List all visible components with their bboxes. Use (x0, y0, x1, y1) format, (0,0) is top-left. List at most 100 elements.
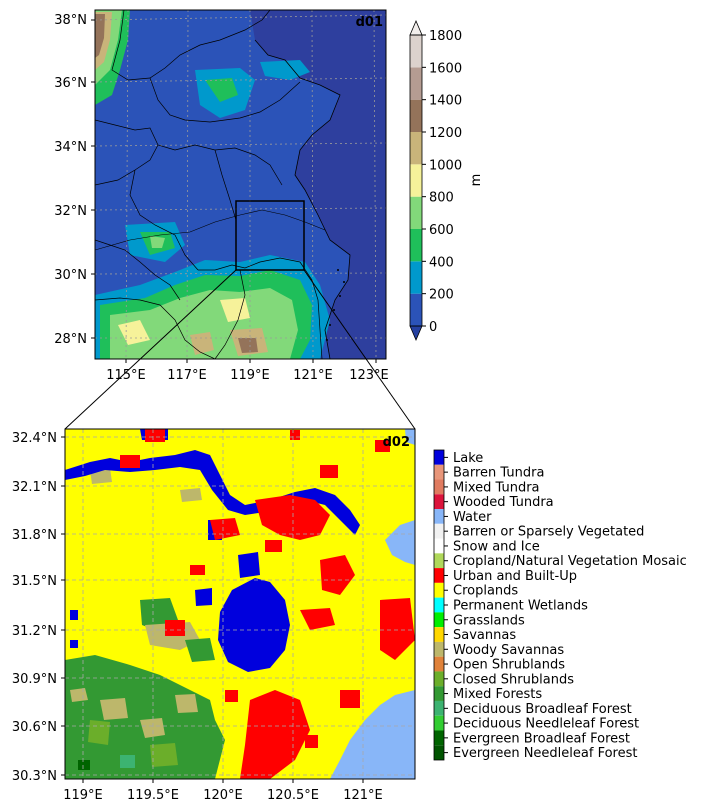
legend-swatch (434, 656, 444, 672)
d02-lon-tick: 119.5°E (127, 788, 179, 803)
d01-river (95, 209, 326, 251)
zoom-connectors (64, 269, 416, 430)
d01-lat-tick: 28°N (54, 332, 87, 347)
d01-lon-tick: 121°E (293, 368, 333, 383)
d01-lat-tick: 34°N (54, 140, 87, 155)
d02-lat-tick: 30.6°N (12, 720, 57, 735)
colorbar-segment (410, 164, 422, 197)
legend-swatch (434, 553, 444, 569)
colorbar-segment (410, 35, 422, 68)
legend-swatch (434, 538, 444, 554)
colorbar-frame (409, 34, 423, 327)
legend-swatch (434, 450, 444, 465)
elevation-colorbar: 0 200 400 600 800 1000 1200 1400 1600 1800 m (409, 19, 484, 342)
d02-label: d02 (383, 435, 410, 450)
d02-lat-tick: 31.2°N (12, 624, 57, 639)
d01-coastline (254, 39, 351, 359)
d02-lon-tick: 120°E (203, 788, 243, 803)
d02-gridlines (65, 429, 415, 779)
d02-lat-tick: 32.4°N (12, 431, 57, 446)
d01-frame (94, 9, 387, 360)
legend-swatch (434, 700, 444, 716)
legend-swatch (434, 715, 444, 731)
legend-frame (433, 449, 445, 761)
d01-lon-tick: 123°E (349, 368, 389, 383)
d02-lon-labels: 119°E 119.5°E 120°E 120.5°E 121°E (63, 788, 383, 803)
legend-label: Barren Tundra (453, 466, 544, 481)
d02-lon-tick: 121°E (343, 788, 383, 803)
colorbar-tick-label: 600 (429, 223, 454, 238)
d01-lon-tick: 117°E (167, 368, 207, 383)
d02-lat-tick: 30.3°N (12, 769, 57, 784)
legend-swatch (434, 568, 444, 583)
legend-label: Lake (453, 451, 483, 466)
d02-lake-taihu (218, 578, 290, 672)
colorbar-tick-label: 1400 (429, 94, 462, 109)
colorbar-tick-label: 0 (429, 320, 437, 335)
d01-province-borders (95, 10, 323, 359)
legend-swatch (434, 464, 444, 480)
d01-lat-tick: 32°N (54, 204, 87, 219)
legend-label: Evergreen Needleleaf Forest (453, 746, 637, 761)
d02-frame (64, 428, 416, 780)
d01-lat-tick: 36°N (54, 76, 87, 91)
colorbar-segment (410, 229, 422, 262)
legend-swatch (434, 671, 444, 687)
legend-label: Permanent Wetlands (453, 599, 588, 614)
d02-lat-tick: 31.8°N (12, 528, 57, 543)
d02-lat-tick: 32.1°N (12, 480, 57, 495)
colorbar-tick-label: 1000 (429, 158, 462, 173)
colorbar-tick-label: 1600 (429, 61, 462, 76)
d01-lat-tick: 30°N (54, 268, 87, 283)
legend-label: Barren or Sparsely Vegetated (453, 525, 644, 540)
legend-swatch (434, 641, 444, 657)
legend-label: Wooded Tundra (453, 495, 554, 510)
colorbar-segments (409, 19, 423, 342)
d02-forest (65, 655, 225, 779)
legend-swatch (434, 509, 444, 524)
colorbar-tick-label: 1200 (429, 126, 462, 141)
d01-lat-tick: 38°N (54, 13, 87, 28)
legend-swatch (434, 523, 444, 539)
colorbar-tick-label: 200 (429, 288, 454, 303)
legend-label: Croplands (453, 584, 518, 599)
legend-label: Mixed Tundra (453, 480, 540, 495)
colorbar-segment (410, 261, 422, 294)
legend-label: Woody Savannas (453, 643, 564, 658)
colorbar-segment (410, 99, 422, 132)
legend-swatch (434, 479, 444, 495)
d02-lat-tick: 30.9°N (12, 672, 57, 687)
d02-water (385, 520, 415, 565)
legend-label: Urban and Built-Up (453, 569, 577, 584)
legend-label: Grasslands (453, 613, 525, 628)
d01-label: d01 (356, 15, 383, 30)
legend-swatch (434, 582, 444, 598)
d01-sea (250, 10, 386, 359)
legend-label: Snow and Ice (453, 539, 540, 554)
legend-label: Mixed Forests (453, 687, 542, 702)
legend-swatch (434, 745, 444, 760)
d01-map: d01 38°N 36°N 34°N 32°N 30°N 28°N 115°E … (54, 9, 389, 383)
colorbar-tick-label: 1800 (429, 29, 462, 44)
colorbar-ticks: 0 200 400 600 800 1000 1200 1400 1600 1800 (422, 29, 462, 335)
legend-label: Water (453, 510, 492, 525)
legend-label: Closed Shrublands (453, 672, 574, 687)
colorbar-unit: m (469, 174, 484, 187)
legend-swatch (434, 597, 444, 613)
colorbar-segment (410, 132, 422, 165)
d01-lon-labels: 115°E 117°E 119°E 121°E 123°E (106, 368, 389, 383)
d02-yangtze (65, 450, 360, 535)
legend-label: Deciduous Broadleaf Forest (453, 702, 632, 717)
colorbar-segment (410, 293, 422, 326)
d02-lat-labels: 32.4°N 32.1°N 31.8°N 31.5°N 31.2°N 30.9°… (12, 431, 57, 784)
d02-lat-tick: 31.5°N (12, 574, 57, 589)
colorbar-tick-label: 400 (429, 255, 454, 270)
legend-swatch (434, 627, 444, 642)
d02-region-box (235, 200, 305, 271)
legend-label: Evergreen Broadleaf Forest (453, 731, 630, 746)
colorbar-segment (410, 196, 422, 229)
legend-swatch (434, 494, 444, 510)
legend-swatch (434, 686, 444, 701)
